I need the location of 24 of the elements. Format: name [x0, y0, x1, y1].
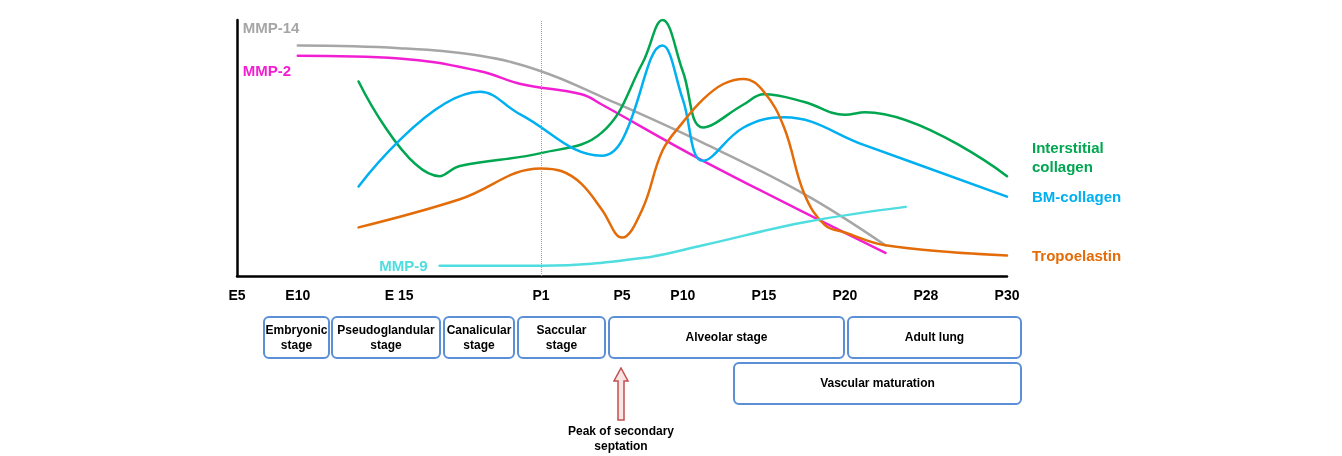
x-tick-label: P15	[751, 287, 777, 303]
text: Saccular stage	[517, 316, 606, 359]
x-tick-label: P1	[532, 287, 550, 303]
x-tick-label: P30	[994, 287, 1020, 303]
series-label: MMP-9	[379, 257, 428, 275]
x-tick-label: P5	[613, 287, 631, 303]
text: Vascular maturation	[733, 362, 1022, 405]
x-tick-label: E 15	[384, 287, 414, 303]
text: Pseudoglandular stage	[331, 316, 441, 359]
series-label: Tropoelastin	[1032, 247, 1122, 265]
series-label: BM-collagen	[1032, 188, 1122, 206]
text: Peak of secondary septation	[566, 424, 676, 454]
x-tick-label: P10	[670, 287, 696, 303]
text: Adult lung	[847, 316, 1022, 359]
text: Embryonic stage	[263, 316, 330, 359]
text: Alveolar stage	[608, 316, 845, 359]
series-label: Interstitial collagen	[1032, 139, 1108, 176]
series-label: MMP-2	[242, 61, 292, 79]
x-tick-label: E5	[228, 287, 246, 303]
x-tick-label: P28	[913, 287, 939, 303]
text: Canalicular stage	[443, 316, 515, 359]
x-tick-label: P20	[832, 287, 858, 303]
x-tick-label: E10	[285, 287, 311, 303]
series-label: MMP-14	[242, 18, 301, 36]
